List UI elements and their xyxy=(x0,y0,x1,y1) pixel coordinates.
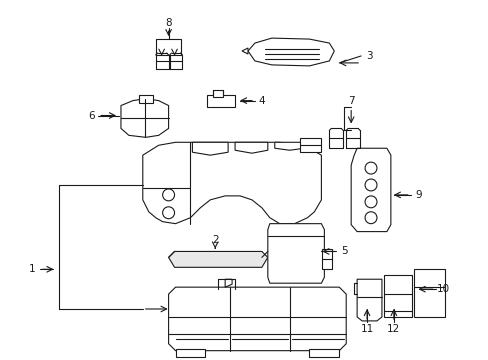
Polygon shape xyxy=(356,279,381,321)
Bar xyxy=(322,249,332,269)
Text: 12: 12 xyxy=(386,324,400,334)
Text: 2: 2 xyxy=(211,234,218,244)
Bar xyxy=(175,349,205,357)
Bar xyxy=(383,275,411,317)
Polygon shape xyxy=(350,148,390,231)
Polygon shape xyxy=(224,279,232,287)
Polygon shape xyxy=(192,142,228,155)
Bar xyxy=(299,138,321,152)
Text: 10: 10 xyxy=(436,284,449,294)
Polygon shape xyxy=(274,142,304,150)
Bar xyxy=(207,95,235,107)
Text: 3: 3 xyxy=(365,51,371,61)
Bar xyxy=(413,269,445,317)
Bar xyxy=(139,95,152,103)
Bar xyxy=(213,90,223,96)
Bar xyxy=(155,39,181,55)
Polygon shape xyxy=(242,48,247,54)
Text: 1: 1 xyxy=(28,264,35,274)
Polygon shape xyxy=(235,142,267,153)
Polygon shape xyxy=(168,251,267,267)
Polygon shape xyxy=(121,99,168,137)
Text: 7: 7 xyxy=(347,96,354,105)
Text: 8: 8 xyxy=(165,18,172,28)
Text: 9: 9 xyxy=(414,190,421,200)
Polygon shape xyxy=(267,224,324,283)
Text: 4: 4 xyxy=(258,96,264,105)
Polygon shape xyxy=(247,38,334,66)
Polygon shape xyxy=(142,142,321,224)
Text: 11: 11 xyxy=(360,324,373,334)
Text: 6: 6 xyxy=(88,111,94,121)
Text: 5: 5 xyxy=(340,247,347,256)
Bar xyxy=(309,349,339,357)
Polygon shape xyxy=(168,287,346,351)
